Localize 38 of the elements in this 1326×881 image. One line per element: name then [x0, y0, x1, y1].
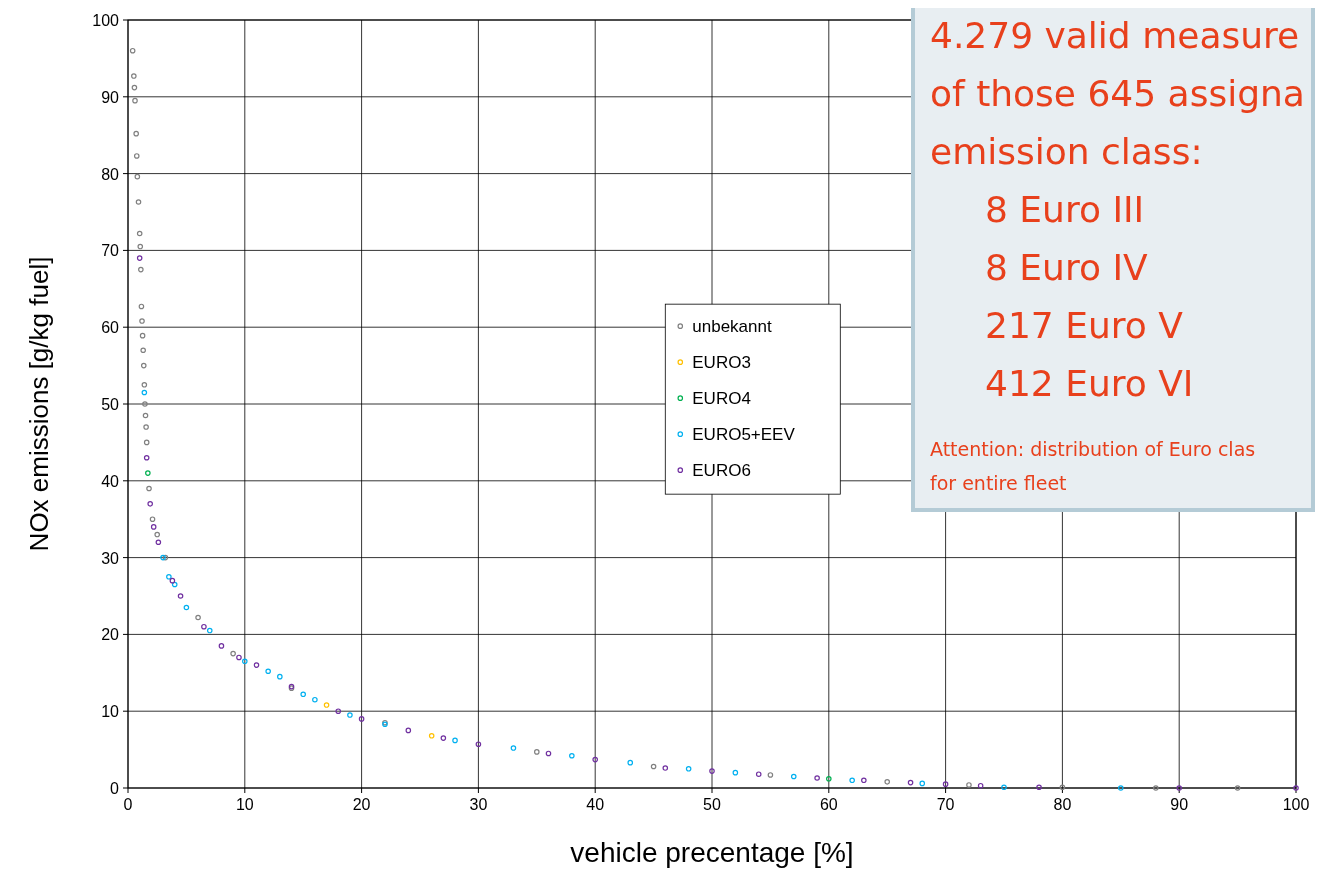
y-tick-label: 10 [101, 703, 120, 721]
x-tick-label: 90 [1170, 796, 1189, 813]
legend-label: EURO6 [692, 461, 751, 481]
x-axis-title: vehicle precentage [%] [570, 837, 854, 868]
annotation: 8 Euro IV [985, 247, 1149, 288]
y-tick-label: 80 [101, 165, 120, 183]
y-tick-label: 40 [101, 472, 120, 490]
annotation: for entire fleet [930, 472, 1067, 494]
legend-label: EURO4 [692, 389, 751, 409]
y-tick-label: 30 [101, 549, 120, 567]
x-tick-label: 30 [469, 796, 488, 813]
annotation: Attention: distribution of Euro clas [930, 438, 1256, 460]
legend-label: EURO3 [692, 353, 751, 373]
x-tick-label: 60 [819, 796, 838, 813]
y-axis-title: NOx emissions [g/kg fuel] [24, 256, 54, 552]
y-tick-label: 70 [101, 242, 120, 260]
x-tick-label: 100 [1282, 796, 1310, 813]
legend-label: EURO5+EEV [692, 425, 796, 445]
annotation: emission class: [930, 131, 1203, 172]
y-tick-label: 0 [110, 780, 120, 797]
x-tick-label: 10 [235, 796, 254, 813]
y-tick-label: 100 [92, 12, 120, 29]
y-tick-label: 20 [101, 626, 120, 644]
x-tick-label: 50 [703, 796, 721, 813]
x-tick-label: 70 [936, 796, 955, 813]
annotation: 8 Euro III [985, 189, 1145, 230]
y-tick-label: 90 [101, 88, 120, 106]
annotation: of those 645 assigna [930, 73, 1305, 114]
x-tick-label: 40 [586, 796, 605, 813]
annotation: 412 Euro VI [985, 363, 1194, 404]
y-tick-label: 50 [101, 396, 120, 413]
x-tick-label: 0 [123, 796, 133, 813]
annotation: 4.279 valid measure [930, 15, 1300, 56]
legend-label: unbekannt [692, 317, 772, 337]
y-tick-label: 60 [101, 319, 120, 337]
x-tick-label: 20 [352, 796, 371, 813]
x-tick-label: 80 [1053, 796, 1072, 813]
annotation: 217 Euro V [985, 305, 1184, 346]
